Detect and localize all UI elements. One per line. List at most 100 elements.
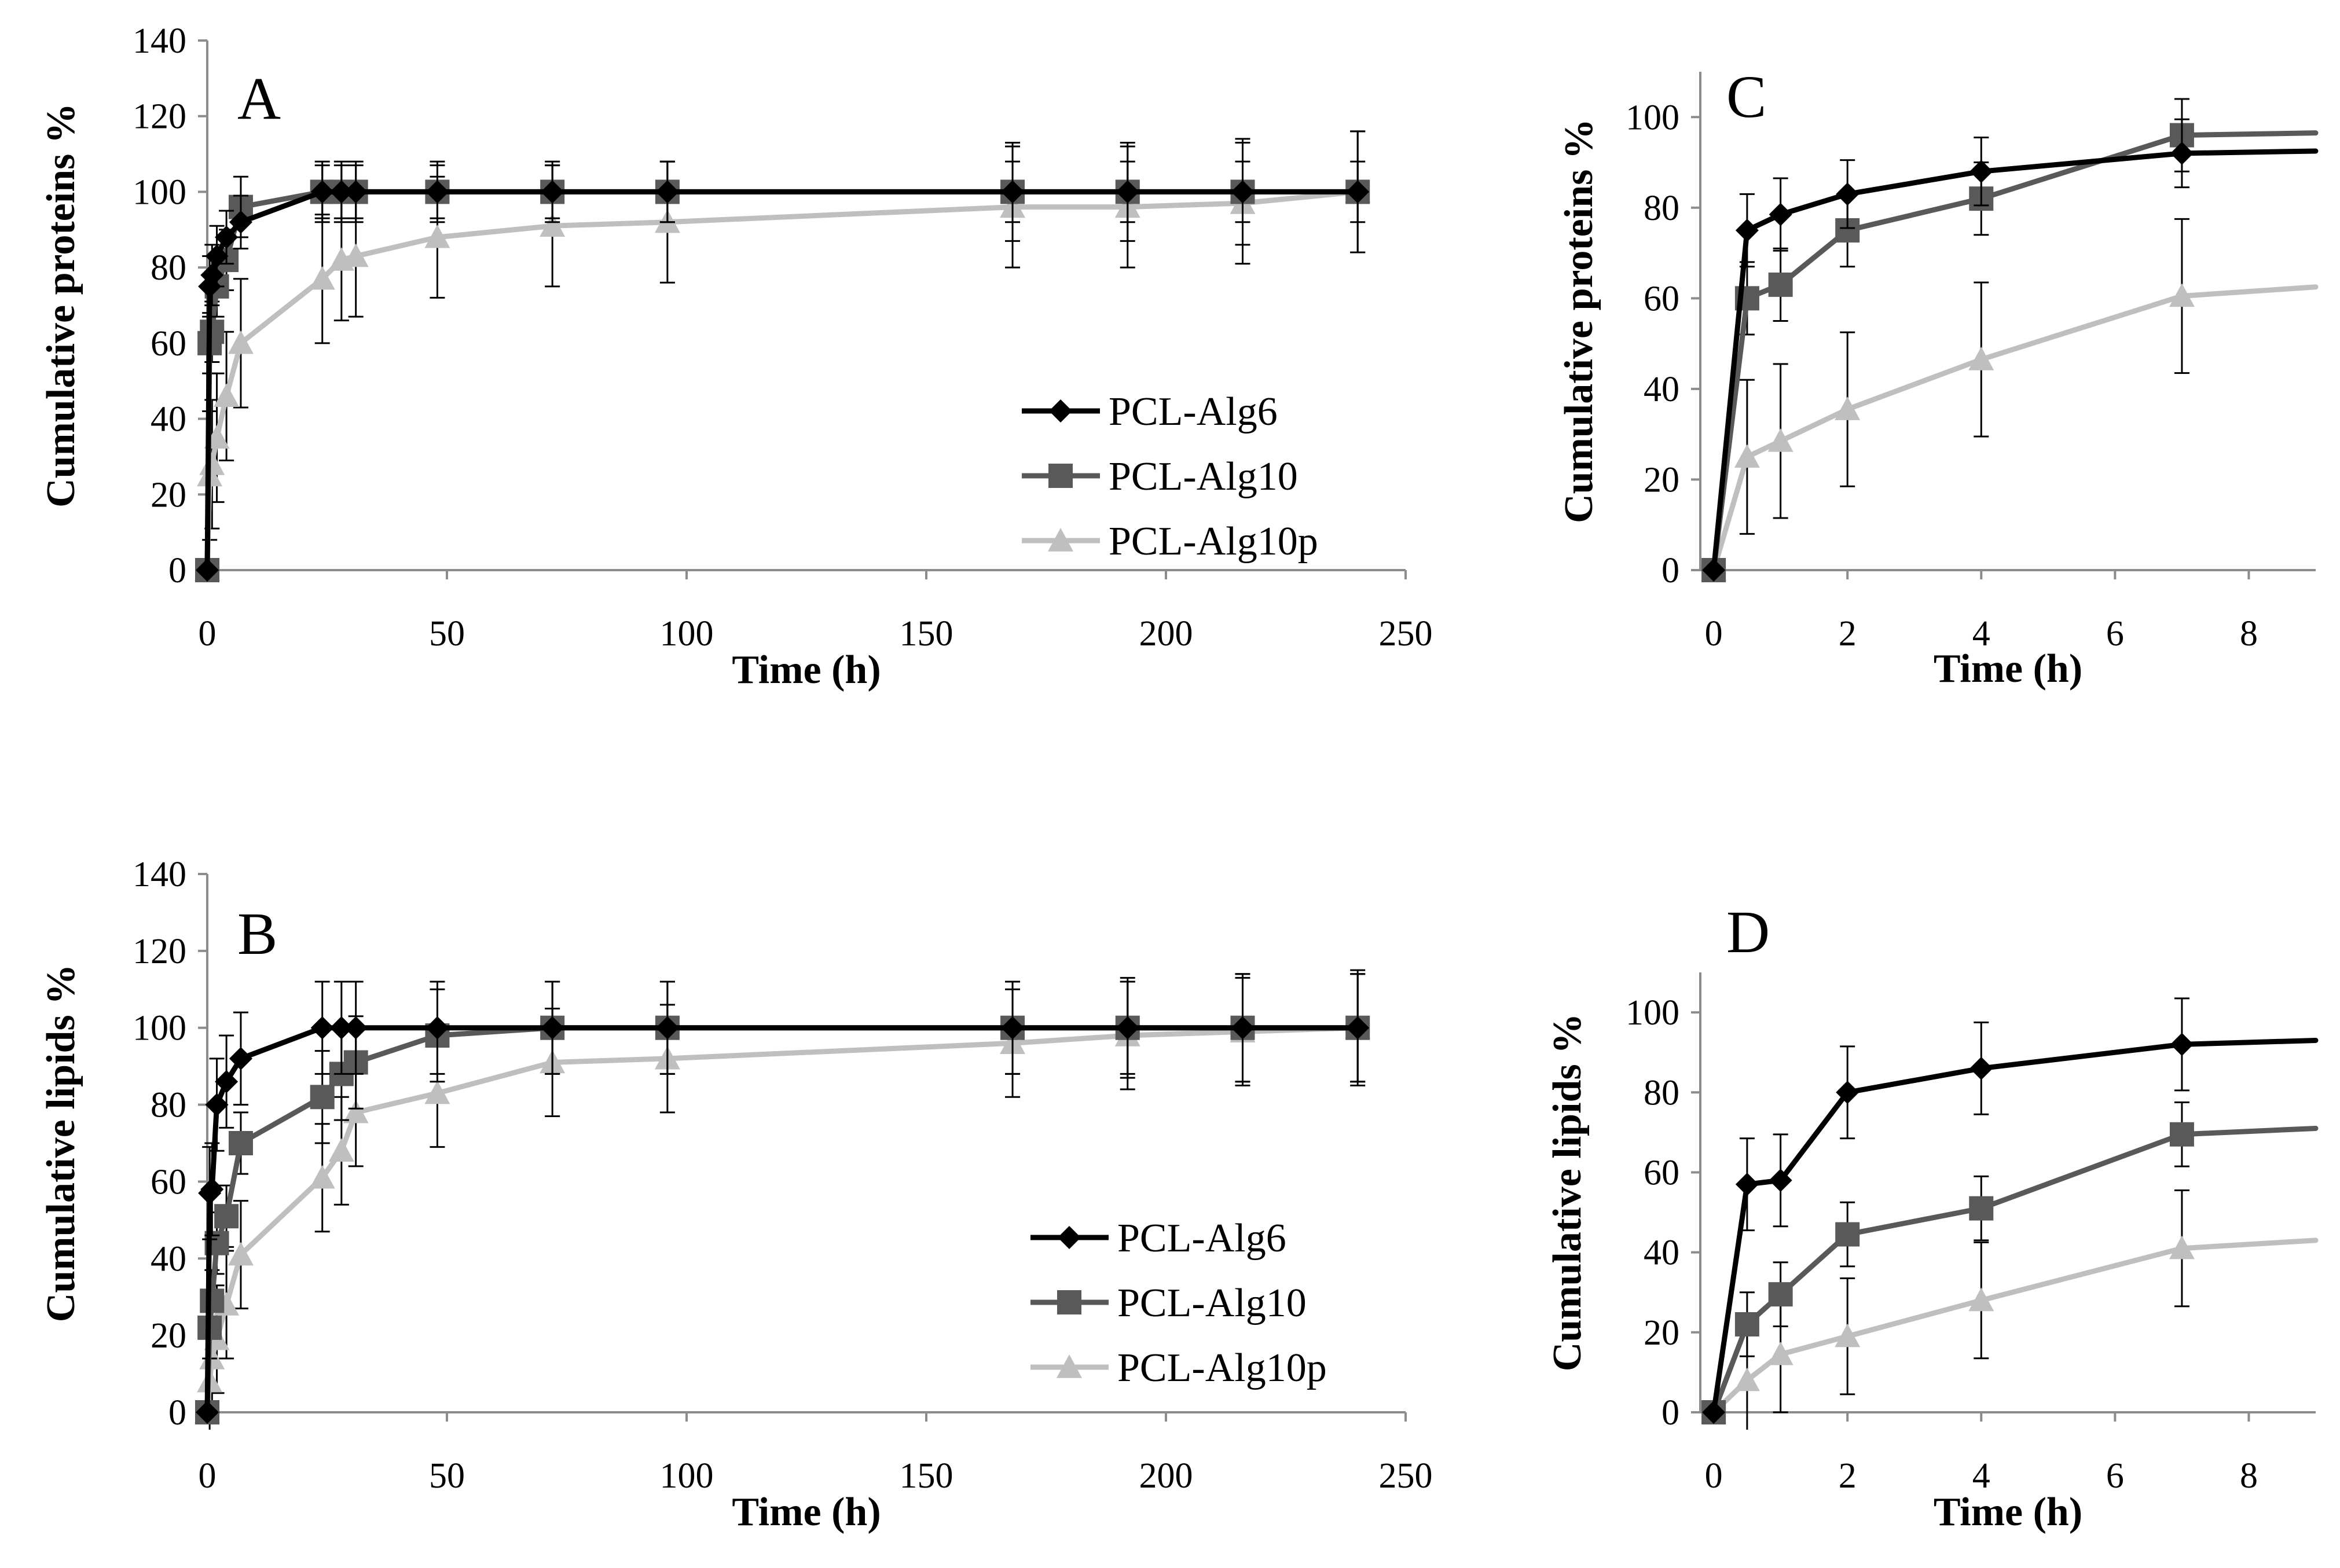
panel-d-point-pcl-alg10p xyxy=(1835,1323,1861,1347)
panel-a-y-tick-label: 120 xyxy=(133,97,186,137)
panel-a-y-tick-label: 60 xyxy=(151,324,186,363)
panel-d-series-line-pcl-alg10 xyxy=(1711,1125,2319,1415)
panel-b-y-tick-label: 60 xyxy=(151,1162,186,1202)
panel-c-y-tick-label: 80 xyxy=(1644,189,1679,228)
panel-a-legend-label: PCL-Alg6 xyxy=(1109,390,1278,434)
panel-c-point-pcl-alg10p xyxy=(1767,428,1793,452)
panel-a-chart: A 0 20 40 60 80 100 120 140 0 50 100 150 200 250 Time … xyxy=(39,21,1433,692)
panel-b-y-tick-label: 40 xyxy=(151,1239,186,1279)
panel-c-y-axis-title: Cumulative proteins % xyxy=(1557,119,1601,523)
panel-d-y-tick-label: 100 xyxy=(1626,993,1679,1033)
panel-a-point-pcl-alg6 xyxy=(1116,180,1139,204)
panel-a-y-tick-label: 80 xyxy=(151,248,186,288)
panel-b-x-axis-title: Time (h) xyxy=(732,1490,881,1534)
panel-b-point-pcl-alg10 xyxy=(228,1131,253,1155)
panel-b-point-pcl-alg10p xyxy=(309,1165,335,1189)
panel-a-point-pcl-alg10p xyxy=(424,224,450,248)
panel-d-point-pcl-alg10 xyxy=(1835,1222,1860,1247)
panel-a-point-pcl-alg6 xyxy=(541,180,564,204)
panel-b-x-tick-label: 200 xyxy=(1139,1456,1193,1496)
panel-d-y-tick-label: 20 xyxy=(1644,1313,1679,1353)
panel-c-plot-area xyxy=(1701,98,2319,582)
panel-b-y-tick-label: 120 xyxy=(133,932,186,971)
panel-b-point-pcl-alg10 xyxy=(310,1085,335,1110)
panel-c-point-pcl-alg6 xyxy=(2170,141,2194,165)
panel-d-point-pcl-alg10 xyxy=(1768,1282,1793,1307)
panel-a-point-pcl-alg10p xyxy=(343,243,369,267)
panel-d-y-tick-label: 80 xyxy=(1644,1073,1679,1112)
panel-a-point-pcl-alg10 xyxy=(200,320,225,344)
panel-c-point-pcl-alg6 xyxy=(1836,182,1859,206)
panel-d-point-pcl-alg6 xyxy=(1969,1056,1993,1080)
panel-d-x-axis-title: Time (h) xyxy=(1934,1490,2082,1534)
panel-c-point-pcl-alg10p xyxy=(1835,396,1861,420)
panel-a-series-line-pcl-alg10p xyxy=(204,189,1360,573)
panel-a-series-pcl-alg10 xyxy=(195,130,1370,582)
panel-a-legend-swatch-marker xyxy=(1049,399,1072,423)
panel-d-x-tick-label: 2 xyxy=(1839,1456,1857,1496)
panel-b-point-pcl-alg6 xyxy=(426,1016,449,1040)
panel-d-point-pcl-alg10p xyxy=(1734,1367,1760,1391)
panel-c-x-tick-label: 8 xyxy=(2240,614,2258,653)
panel-b-point-pcl-alg10p xyxy=(424,1080,450,1104)
panel-d-point-pcl-alg6 xyxy=(1836,1081,1859,1104)
panel-letter-a: A xyxy=(237,65,281,132)
panel-d-point-pcl-alg10 xyxy=(2169,1122,2194,1147)
panel-b-y-axis-title: Cumulative lipids % xyxy=(39,964,83,1322)
panel-b-legend: PCL-Alg6 PCL-Alg10 PCL-Alg10p xyxy=(1030,1216,1327,1390)
panel-a-plot-area xyxy=(195,130,1371,582)
panel-d-point-pcl-alg10 xyxy=(1734,1312,1759,1336)
panel-a-legend: PCL-Alg6 PCL-Alg10 PCL-Alg10p xyxy=(1022,390,1318,564)
panel-b-y-tick-label: 20 xyxy=(151,1316,186,1356)
panel-b-point-pcl-alg6 xyxy=(1346,1016,1370,1040)
panel-c-chart: C 0 20 40 60 80 100 0 2 4 6 8 Time (h) Cumulative pr… xyxy=(1557,64,2319,691)
panel-a-x-tick-label: 250 xyxy=(1379,614,1433,653)
panel-a-point-pcl-alg6 xyxy=(215,225,239,249)
panel-b-x-tick-label: 50 xyxy=(429,1456,465,1496)
panel-c-y-tick-label: 0 xyxy=(1662,551,1679,590)
panel-b-chart: B 0 20 40 60 80 100 120 140 0 50 100 150 200 250 Time … xyxy=(39,855,1433,1534)
panel-d-series-pcl-alg6 xyxy=(1702,997,2319,1424)
panel-b-y-tick-label: 100 xyxy=(133,1009,186,1048)
panel-b-legend-label: PCL-Alg10p xyxy=(1117,1346,1327,1390)
panel-a-y-tick-label: 140 xyxy=(133,21,186,61)
panel-a-legend-label: PCL-Alg10p xyxy=(1109,519,1318,564)
panel-b-point-pcl-alg10 xyxy=(200,1288,225,1313)
panel-a-y-tick-label: 0 xyxy=(168,551,186,590)
panel-d-point-pcl-alg10p xyxy=(1767,1341,1793,1365)
panel-c-point-pcl-alg6 xyxy=(1702,559,1726,582)
panel-d-chart: D 0 20 40 60 80 100 0 2 4 6 8 Time (h) Cumulative li… xyxy=(1545,899,2319,1534)
panel-a-point-pcl-alg6 xyxy=(329,180,353,204)
panel-b-point-pcl-alg6 xyxy=(329,1016,353,1040)
panel-a-series-pcl-alg10p xyxy=(195,130,1371,581)
panel-a-y-tick-label: 40 xyxy=(151,400,186,439)
panel-a-point-pcl-alg10p xyxy=(228,330,254,354)
panel-d-y-axis-title: Cumulative lipids % xyxy=(1545,1013,1590,1371)
panel-b-legend-swatch-marker xyxy=(1057,1354,1082,1378)
panel-b-point-pcl-alg6 xyxy=(215,1070,239,1093)
panel-c-point-pcl-alg10 xyxy=(1768,272,1793,297)
panel-a-point-pcl-alg6 xyxy=(200,263,224,287)
panel-a-x-axis-title: Time (h) xyxy=(732,648,881,692)
panel-d-point-pcl-alg6 xyxy=(1735,1173,1759,1196)
panel-c-point-pcl-alg10p xyxy=(1968,347,1994,370)
panel-c-series-line-pcl-alg6 xyxy=(1711,148,2319,573)
panel-a-legend-label: PCL-Alg10 xyxy=(1109,454,1298,499)
panel-a-x-tick-label: 0 xyxy=(199,614,217,653)
panel-d-point-pcl-alg6 xyxy=(1702,1401,1726,1424)
panel-b-legend-item-pcl-alg10: PCL-Alg10 xyxy=(1030,1281,1307,1325)
panel-b-point-pcl-alg6 xyxy=(655,1016,679,1040)
panel-b-x-tick-label: 100 xyxy=(660,1456,714,1496)
panel-b-point-pcl-alg6 xyxy=(229,1046,252,1070)
panel-a-point-pcl-alg10p xyxy=(199,451,225,475)
panel-c-y-tick-label: 60 xyxy=(1644,279,1679,318)
panel-d-series-line-pcl-alg6 xyxy=(1711,1037,2319,1415)
panel-b-point-pcl-alg6 xyxy=(1001,1016,1025,1040)
panel-a-y-tick-label: 100 xyxy=(133,172,186,212)
panel-b-point-pcl-alg6 xyxy=(205,1093,229,1117)
panel-a-point-pcl-alg10p xyxy=(540,213,566,237)
panel-a-point-pcl-alg6 xyxy=(1001,180,1025,204)
panel-a-legend-item-pcl-alg6: PCL-Alg6 xyxy=(1022,390,1278,434)
panel-d-y-tick-label: 60 xyxy=(1644,1153,1679,1192)
panel-c-series-line-pcl-alg10p xyxy=(1711,284,2319,573)
